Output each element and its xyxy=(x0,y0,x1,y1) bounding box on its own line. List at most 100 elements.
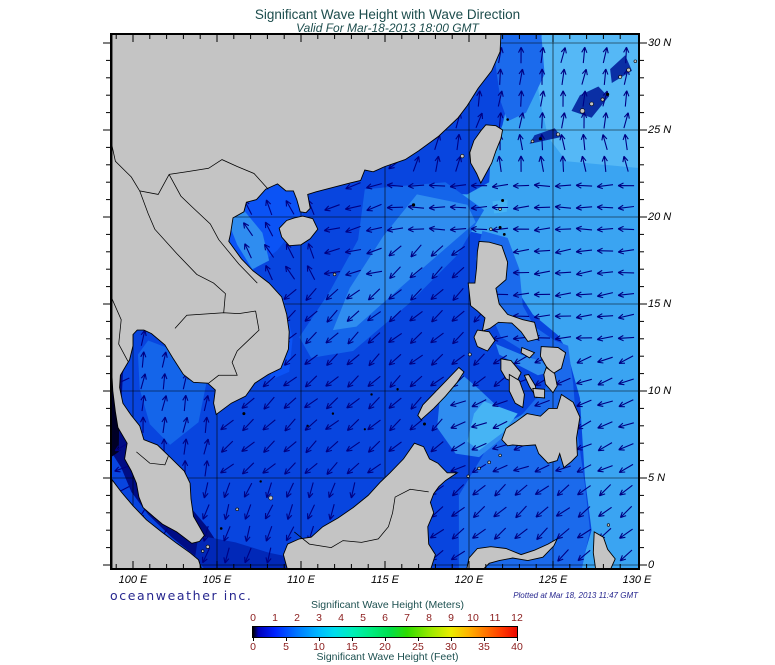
wave-direction-arrow xyxy=(619,505,633,519)
wave-direction-arrow xyxy=(409,419,423,431)
wave-direction-arrow xyxy=(202,547,210,564)
feet-tick-mark xyxy=(286,638,287,641)
wave-direction-arrow xyxy=(305,287,317,302)
wave-direction-arrow xyxy=(597,442,613,452)
wave-direction-arrow xyxy=(596,292,614,299)
wave-direction-arrow xyxy=(556,484,570,497)
wave-direction-arrow xyxy=(581,46,588,64)
wave-direction-arrow xyxy=(618,355,634,364)
wave-direction-arrow xyxy=(431,418,443,432)
map-layers xyxy=(112,35,638,568)
wave-direction-arrow xyxy=(386,182,404,189)
wave-direction-arrow xyxy=(304,310,318,322)
wave-direction-arrow xyxy=(368,396,380,410)
wave-direction-arrow xyxy=(617,225,635,233)
wave-direction-arrow xyxy=(182,416,189,433)
wave-direction-arrow xyxy=(114,465,130,473)
wave-direction-arrow xyxy=(496,155,503,172)
feet-tick-mark xyxy=(418,638,419,641)
wave-direction-arrow xyxy=(512,182,530,189)
wave-direction-arrow xyxy=(161,351,168,368)
wave-direction-arrow xyxy=(534,464,550,473)
land-mainland-asia xyxy=(112,35,502,544)
legend-foot-tick: 15 xyxy=(346,641,358,653)
island-dot xyxy=(606,523,611,527)
country-border xyxy=(136,451,169,466)
ocean-region-strait-cyan xyxy=(492,199,508,214)
wave-direction-arrow xyxy=(617,269,635,276)
wave-direction-arrow xyxy=(409,267,423,279)
wave-direction-arrow xyxy=(518,90,525,107)
wave-direction-arrow xyxy=(451,245,466,257)
legend-foot-tick: 30 xyxy=(445,641,457,653)
island-dot xyxy=(606,92,610,96)
wave-direction-arrow xyxy=(557,549,569,562)
island-dot xyxy=(530,139,535,144)
wave-direction-arrow xyxy=(325,288,339,301)
wave-direction-arrow xyxy=(307,482,314,499)
wave-direction-arrow xyxy=(388,397,402,409)
wave-direction-arrow xyxy=(617,313,635,320)
wave-direction-arrow xyxy=(560,68,567,85)
wave-direction-arrow xyxy=(283,288,297,301)
lat-label: 20 N xyxy=(648,211,672,223)
country-border xyxy=(139,190,226,313)
wave-direction-arrow xyxy=(536,527,548,541)
lon-label: 110 E xyxy=(287,574,315,586)
wave-direction-arrow xyxy=(430,376,445,387)
wave-direction-arrow xyxy=(513,355,529,365)
wave-direction-arrow xyxy=(367,440,381,453)
wave-direction-arrow xyxy=(512,269,530,276)
wave-direction-arrow xyxy=(601,155,608,172)
wave-direction-arrow xyxy=(263,243,275,258)
wave-direction-arrow xyxy=(577,485,591,496)
wave-direction-arrow xyxy=(512,204,530,211)
wave-direction-arrow xyxy=(325,419,340,431)
island-dot xyxy=(600,97,605,102)
wave-direction-arrow xyxy=(494,483,506,497)
lat-label: 5 N xyxy=(648,472,666,484)
wave-direction-arrow xyxy=(576,528,592,539)
wave-direction-arrow xyxy=(581,68,588,85)
wave-direction-arrow xyxy=(389,418,401,432)
wave-direction-arrow xyxy=(430,245,444,257)
wave-direction-arrow xyxy=(202,482,209,499)
wave-direction-arrow xyxy=(264,221,274,237)
wave-direction-arrow xyxy=(223,482,231,499)
wave-direction-arrow xyxy=(345,182,361,190)
wave-direction-arrow xyxy=(575,225,593,232)
wave-direction-arrow xyxy=(305,331,317,345)
wave-direction-arrow xyxy=(514,484,528,496)
wave-direction-arrow xyxy=(451,354,465,366)
wave-direction-arrow xyxy=(410,244,422,258)
wave-direction-arrow xyxy=(497,112,504,129)
wave-direction-arrow xyxy=(450,400,466,407)
island-dot xyxy=(460,153,465,159)
island-dot xyxy=(468,352,472,357)
wave-direction-arrow xyxy=(580,155,587,172)
legend-meter-tick: 7 xyxy=(404,612,410,624)
wave-direction-arrow xyxy=(575,248,593,255)
wave-direction-arrow xyxy=(386,204,404,211)
wave-direction-arrow xyxy=(434,155,441,172)
feet-tick-mark xyxy=(253,638,254,641)
island-dot xyxy=(538,137,543,141)
island-dot xyxy=(422,422,426,426)
wave-direction-arrow xyxy=(470,182,488,189)
land-halmahera xyxy=(592,531,616,568)
legend-meter-tick: 6 xyxy=(382,612,388,624)
ocean-region-pacific-light xyxy=(395,35,638,568)
island-dot xyxy=(498,225,502,229)
island-dot xyxy=(332,272,337,277)
wave-direction-arrow xyxy=(265,199,273,216)
wave-direction-arrow xyxy=(284,418,296,432)
valid-time-subtitle: Valid For Mar-18-2013 18:00 GMT xyxy=(296,21,479,35)
land-sumatra xyxy=(112,478,202,568)
island-dot xyxy=(466,474,470,478)
wave-direction-arrow xyxy=(492,443,508,451)
wave-direction-arrow xyxy=(244,525,251,542)
wave-direction-arrow xyxy=(597,465,613,473)
wave-direction-arrow xyxy=(581,90,588,107)
wave-direction-arrow xyxy=(428,182,446,189)
wave-direction-arrow xyxy=(328,504,335,521)
